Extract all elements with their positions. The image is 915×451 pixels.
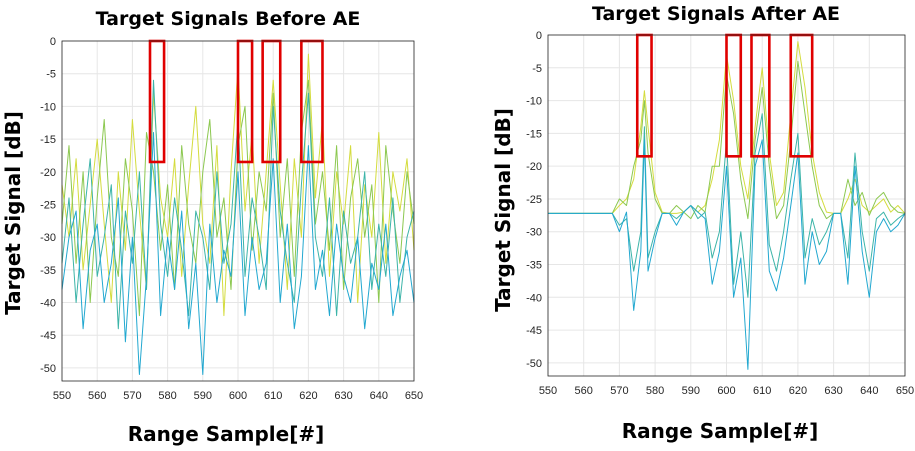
x-tick-label: 590 <box>682 385 700 397</box>
chart-before-ae: Target Signals Before AE 550 560 570 580 590… <box>1 8 423 446</box>
x-tick-label: 610 <box>753 385 771 397</box>
y-tick-labels: 0 -5 -10 -15 -20 -25 -30 -35 -40 -45 -50 <box>40 36 56 375</box>
series-line-4 <box>61 132 415 375</box>
x-tick-labels: 550 560 570 580 590 600 610 620 630 640 650 <box>53 390 423 402</box>
y-tick-label: -35 <box>526 260 542 272</box>
x-tick-label: 630 <box>334 390 352 402</box>
x-tick-label: 560 <box>575 385 593 397</box>
x-axis-label: Range Sample[#] <box>128 422 325 446</box>
y-tick-label: -45 <box>526 325 542 337</box>
y-tick-label: -10 <box>40 101 56 113</box>
y-tick-label: -30 <box>526 227 542 239</box>
y-tick-label: -35 <box>40 265 56 277</box>
plot-frame <box>547 34 906 377</box>
x-tick-label: 650 <box>405 390 423 402</box>
x-tick-label: 580 <box>646 385 664 397</box>
y-tick-label: -5 <box>46 69 56 81</box>
series-line-4 <box>548 139 906 370</box>
y-tick-label: -25 <box>40 199 56 211</box>
y-tick-label: -20 <box>40 167 56 179</box>
x-tick-label: 640 <box>370 390 388 402</box>
x-tick-labels: 550 560 570 580 590 600 610 620 630 640 650 <box>539 385 914 397</box>
y-tick-labels: 0 -5 -10 -15 -20 -25 -30 -35 -40 -45 -50 <box>526 30 542 370</box>
chart-after-ae: Target Signals After AE 550 560 570 580 590 6… <box>491 3 914 443</box>
plot-frame <box>61 40 415 382</box>
x-tick-label: 590 <box>194 390 212 402</box>
y-tick-label: -45 <box>40 330 56 342</box>
x-tick-label: 650 <box>896 385 914 397</box>
y-tick-label: -50 <box>526 358 542 370</box>
y-tick-label: -25 <box>526 194 542 206</box>
y-tick-label: -40 <box>526 292 542 304</box>
x-tick-label: 600 <box>229 390 247 402</box>
y-tick-label: -30 <box>40 232 56 244</box>
x-tick-label: 550 <box>539 385 557 397</box>
y-axis-label: Target Signal [dB] <box>1 111 25 315</box>
x-tick-label: 630 <box>824 385 842 397</box>
x-tick-label: 550 <box>53 390 71 402</box>
y-tick-label: 0 <box>50 36 56 48</box>
series-line-2 <box>548 60 906 220</box>
x-tick-label: 610 <box>264 390 282 402</box>
x-tick-label: 640 <box>860 385 878 397</box>
y-tick-label: -5 <box>532 63 542 75</box>
y-axis-label: Target Signal [dB] <box>491 108 515 312</box>
x-tick-label: 570 <box>610 385 628 397</box>
highlight-box <box>725 33 743 158</box>
y-tick-label: -15 <box>526 128 542 140</box>
y-tick-label: -50 <box>40 363 56 375</box>
chart-title: Target Signals Before AE <box>96 8 361 30</box>
chart-title: Target Signals After AE <box>592 3 840 25</box>
highlight-box <box>789 33 814 158</box>
y-tick-label: 0 <box>536 30 542 42</box>
y-tick-label: -15 <box>40 134 56 146</box>
x-tick-label: 600 <box>717 385 735 397</box>
x-tick-label: 580 <box>158 390 176 402</box>
x-tick-label: 570 <box>123 390 141 402</box>
x-tick-label: 620 <box>299 390 317 402</box>
x-tick-label: 620 <box>789 385 807 397</box>
x-axis-label: Range Sample[#] <box>622 419 819 443</box>
y-tick-label: -40 <box>40 298 56 310</box>
y-tick-label: -10 <box>526 96 542 108</box>
series-group <box>548 41 906 370</box>
y-tick-label: -20 <box>526 161 542 173</box>
x-tick-label: 560 <box>88 390 106 402</box>
